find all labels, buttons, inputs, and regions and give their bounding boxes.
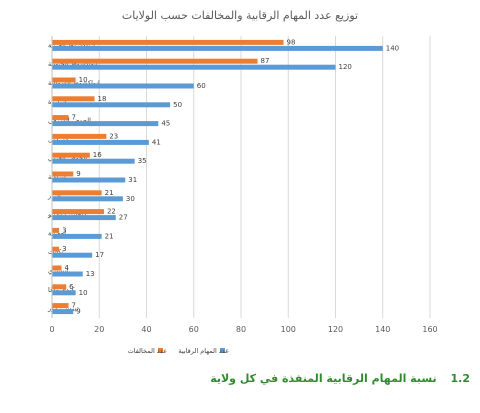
bar-inspections xyxy=(52,102,171,108)
data-label-violations: 10 xyxy=(79,76,88,84)
bar-violations xyxy=(52,171,74,177)
bar-inspections xyxy=(52,158,135,164)
bar-violations xyxy=(52,133,107,139)
x-tick-label: 80 xyxy=(236,325,246,334)
category-label: إنشيري xyxy=(48,267,68,275)
category-label: انواكشوط الشمالية xyxy=(48,79,100,87)
data-label-inspections: 140 xyxy=(386,44,399,52)
data-label-inspections: 31 xyxy=(128,176,137,184)
category-label: داخلت انواذيبو xyxy=(47,211,86,219)
bar-inspections xyxy=(52,83,194,89)
data-label-violations: 7 xyxy=(72,114,76,122)
data-label-inspections: 21 xyxy=(105,232,114,240)
data-label-violations: 6 xyxy=(69,283,74,291)
data-label-violations: 9 xyxy=(76,170,80,178)
data-label-inspections: 17 xyxy=(95,251,104,259)
bar-violations xyxy=(52,209,104,215)
bar-inspections xyxy=(52,177,126,183)
chart-container: توزيع عدد المهام الرقابية والمخالفات حسب… xyxy=(47,9,438,355)
category-label: انواكشوط الجنوبية xyxy=(48,60,98,68)
legend-swatch-inspections xyxy=(220,348,225,353)
category-label: تيرس زمور xyxy=(47,305,79,313)
data-label-inspections: 120 xyxy=(339,63,352,71)
data-label-violations: 21 xyxy=(105,189,114,197)
legend-label-violations: عدد المخالفات xyxy=(128,347,167,355)
data-label-violations: 3 xyxy=(62,245,66,253)
bar-inspections xyxy=(52,64,336,70)
data-label-violations: 22 xyxy=(107,208,116,216)
bar-violations xyxy=(52,115,69,121)
bar-violations xyxy=(52,246,60,252)
bar-inspections xyxy=(52,139,149,145)
bar-inspections xyxy=(52,121,159,127)
bar-violations xyxy=(52,190,102,196)
category-label: لبراكنة xyxy=(48,173,66,181)
category-label: الحوض الغربي xyxy=(48,154,87,162)
bar-chart: توزيع عدد المهام الرقابية والمخالفات حسب… xyxy=(47,9,438,355)
bar-inspections xyxy=(52,233,102,239)
data-label-violations: 23 xyxy=(109,132,118,140)
bar-inspections xyxy=(52,271,83,277)
category-label: كيدي ماغا xyxy=(48,286,75,294)
category-label: كوركول xyxy=(48,135,70,143)
caption-number: 1.2 xyxy=(450,372,471,385)
data-label-violations: 3 xyxy=(62,226,66,234)
data-label-inspections: 9 xyxy=(76,308,80,316)
data-label-violations: 4 xyxy=(64,264,69,272)
x-tick-label: 60 xyxy=(189,325,199,334)
figure-caption: 1.2 نسبة المهام الرقابية المنفذة في كل و… xyxy=(0,372,470,396)
x-tick-label: 100 xyxy=(281,325,296,334)
bar-inspections xyxy=(52,196,123,202)
x-tick-label: 20 xyxy=(94,325,104,334)
category-label: انواكشوط الغربية xyxy=(48,41,95,49)
category-label: لعصابة xyxy=(48,229,66,237)
data-label-inspections: 50 xyxy=(173,101,182,109)
bar-violations xyxy=(52,303,69,309)
data-label-violations: 16 xyxy=(93,151,102,159)
bar-violations xyxy=(52,96,95,102)
data-label-violations: 87 xyxy=(261,57,270,65)
data-label-inspections: 13 xyxy=(86,270,95,278)
category-label: تكانت xyxy=(48,248,64,256)
bar-violations xyxy=(52,58,258,64)
category-label: اترارزة xyxy=(48,98,67,106)
bar-inspections xyxy=(52,252,93,258)
data-label-violations: 18 xyxy=(98,95,107,103)
legend-swatch-violations xyxy=(158,348,163,353)
bar-violations xyxy=(52,152,90,158)
data-label-inspections: 10 xyxy=(79,289,88,297)
data-label-inspections: 27 xyxy=(119,214,128,222)
bar-inspections xyxy=(52,45,383,51)
bar-violations xyxy=(52,227,60,233)
bar-violations xyxy=(52,265,62,271)
data-label-inspections: 41 xyxy=(152,138,161,146)
data-label-inspections: 60 xyxy=(197,82,206,90)
bar-violations xyxy=(52,39,284,45)
x-tick-label: 0 xyxy=(49,325,54,334)
category-label: الحوض الشرقي xyxy=(48,117,91,125)
bar-violations xyxy=(52,77,76,83)
bar-inspections xyxy=(52,309,74,315)
data-label-inspections: 35 xyxy=(138,157,147,165)
x-tick-label: 160 xyxy=(422,325,437,334)
x-tick-label: 120 xyxy=(328,325,343,334)
chart-title: توزيع عدد المهام الرقابية والمخالفات حسب… xyxy=(122,9,358,22)
x-tick-label: 140 xyxy=(375,325,390,334)
caption-text: نسبة المهام الرقابية المنفذة في كل ولاية xyxy=(210,372,437,385)
x-tick-label: 40 xyxy=(141,325,151,334)
bar-violations xyxy=(52,284,67,290)
bar-inspections xyxy=(52,215,116,221)
data-label-violations: 7 xyxy=(72,302,76,310)
data-label-inspections: 45 xyxy=(161,120,170,128)
data-label-inspections: 30 xyxy=(126,195,135,203)
legend-label-inspections: عدد المهام الرقابية xyxy=(178,347,229,355)
bar-inspections xyxy=(52,290,76,296)
data-label-violations: 98 xyxy=(287,38,296,46)
